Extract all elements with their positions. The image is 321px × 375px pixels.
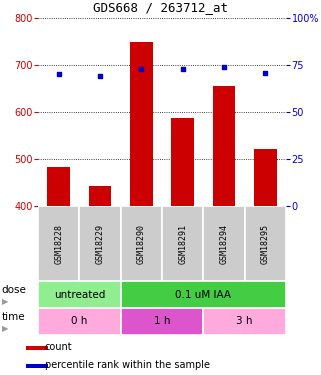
Bar (162, 206, 203, 281)
Text: 3 h: 3 h (237, 316, 253, 327)
Text: GSM18290: GSM18290 (137, 224, 146, 264)
Text: ▶: ▶ (2, 324, 8, 333)
Point (263, 69, 268, 75)
Bar (203, 308, 286, 335)
Bar (47, 167, 70, 206)
Text: 1 h: 1 h (154, 316, 170, 327)
Text: GDS668 / 263712_at: GDS668 / 263712_at (93, 1, 228, 14)
Text: GSM18295: GSM18295 (261, 224, 270, 264)
Text: untreated: untreated (54, 290, 105, 300)
Point (56, 71, 61, 77)
Text: dose: dose (2, 285, 26, 296)
Text: GSM18294: GSM18294 (220, 224, 229, 264)
Bar (203, 206, 245, 281)
Point (98, 73, 103, 79)
Text: GSM18291: GSM18291 (178, 224, 187, 264)
Bar (121, 308, 203, 335)
Bar (121, 281, 286, 308)
Bar (245, 206, 286, 281)
Text: count: count (45, 342, 73, 352)
Text: time: time (2, 312, 25, 322)
Bar (213, 86, 235, 206)
Bar (254, 148, 277, 206)
Text: 0 h: 0 h (71, 316, 88, 327)
Bar (171, 118, 194, 206)
Bar (130, 42, 153, 206)
Bar (79, 206, 121, 281)
Bar (121, 206, 162, 281)
Point (221, 64, 227, 70)
Bar (38, 308, 121, 335)
Text: percentile rank within the sample: percentile rank within the sample (45, 360, 210, 370)
Text: GSM18228: GSM18228 (54, 224, 63, 264)
Bar (89, 186, 111, 206)
Bar (38, 281, 121, 308)
Bar (26, 364, 48, 368)
Point (180, 66, 185, 72)
Point (139, 66, 144, 72)
Text: ▶: ▶ (2, 297, 8, 306)
Text: GSM18229: GSM18229 (96, 224, 105, 264)
Text: 0.1 uM IAA: 0.1 uM IAA (175, 290, 231, 300)
Bar (26, 346, 48, 350)
Bar (38, 206, 79, 281)
